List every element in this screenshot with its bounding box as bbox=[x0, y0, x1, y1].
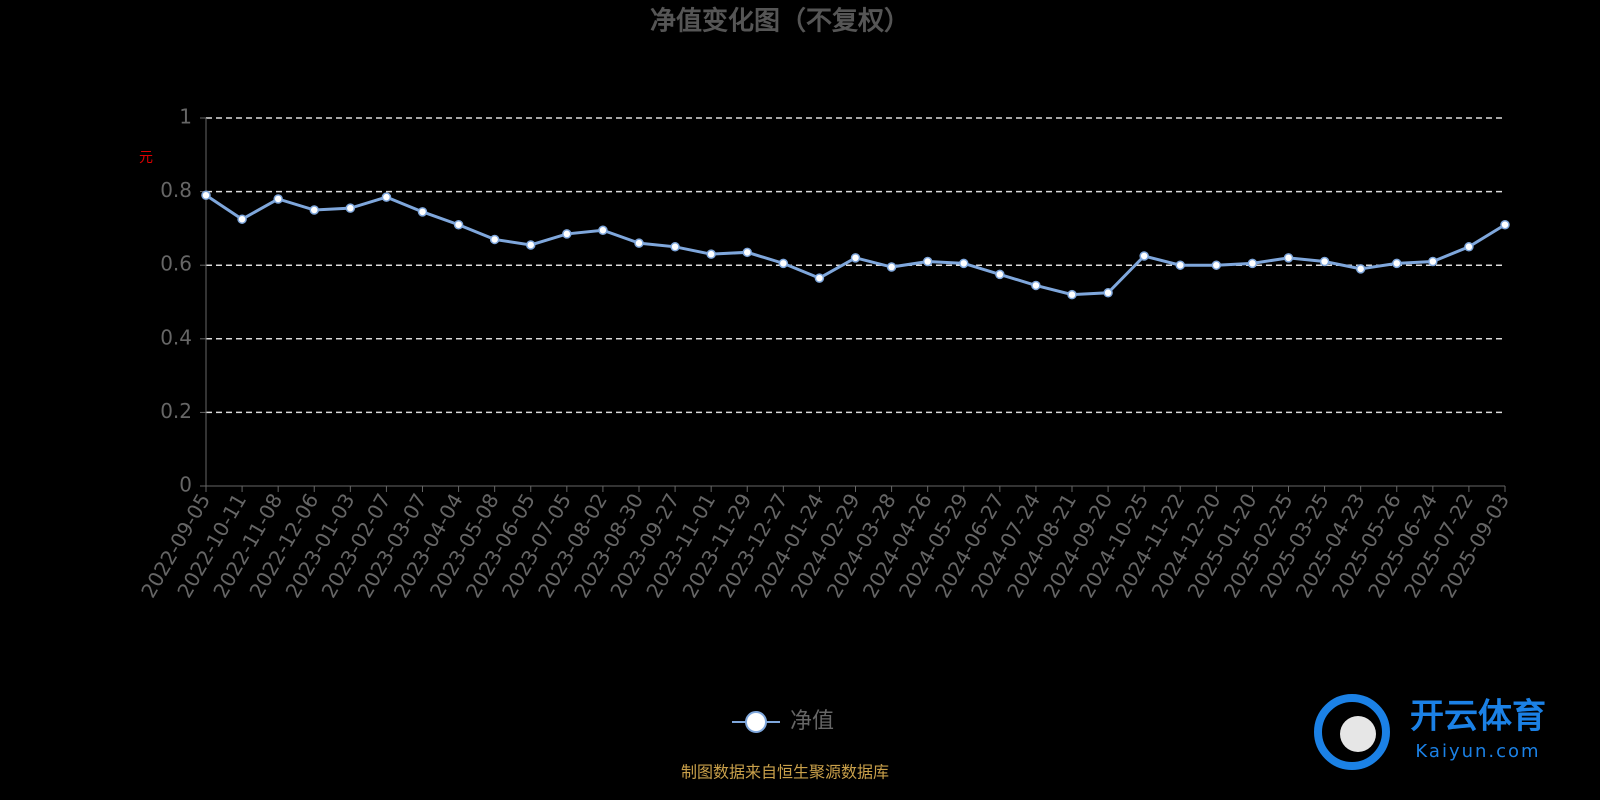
data-point bbox=[1428, 256, 1438, 267]
data-point bbox=[1139, 251, 1149, 261]
data-point bbox=[1392, 258, 1402, 269]
data-point bbox=[995, 269, 1005, 280]
logo-ring bbox=[1314, 694, 1390, 770]
legend-label: 净值 bbox=[790, 709, 834, 734]
data-point bbox=[959, 258, 969, 269]
y-tick-label: 0.8 bbox=[160, 178, 192, 202]
data-point bbox=[850, 253, 861, 263]
data-point bbox=[670, 242, 680, 252]
data-point bbox=[273, 194, 283, 204]
y-tick-label: 1 bbox=[179, 105, 192, 129]
y-tick-label: 0.2 bbox=[160, 399, 192, 423]
y-tick-label: 0 bbox=[179, 473, 192, 497]
watermark: 开云体育 Kaiyun.com bbox=[1314, 694, 1546, 770]
data-point bbox=[634, 238, 644, 248]
data-point bbox=[1355, 264, 1366, 274]
data-point bbox=[381, 192, 392, 202]
data-point bbox=[598, 225, 608, 235]
data-point bbox=[201, 190, 211, 201]
data-point bbox=[814, 273, 825, 283]
data-point bbox=[1500, 219, 1510, 230]
data-point bbox=[237, 214, 247, 224]
data-point bbox=[453, 219, 464, 230]
y-tick-label: 0.4 bbox=[160, 325, 192, 349]
data-point bbox=[1067, 289, 1077, 300]
data-point bbox=[1464, 242, 1474, 252]
data-point bbox=[489, 234, 500, 245]
y-axis-label: 元 bbox=[139, 150, 153, 166]
data-point bbox=[1031, 280, 1041, 291]
data-point bbox=[742, 247, 752, 258]
watermark-site: Kaiyun.com bbox=[1415, 741, 1540, 762]
data-point bbox=[562, 229, 572, 239]
data-point bbox=[417, 207, 428, 217]
data-point bbox=[1319, 256, 1330, 267]
data-point bbox=[886, 262, 897, 272]
chart-title: 净值变化图（不复权） bbox=[650, 6, 910, 37]
legend-marker bbox=[745, 711, 767, 733]
data-point bbox=[526, 240, 536, 250]
source-note: 制图数据来自恒生聚源数据库 bbox=[681, 763, 889, 782]
watermark-brand: 开云体育 bbox=[1410, 697, 1546, 737]
data-point bbox=[345, 203, 356, 213]
data-point bbox=[706, 249, 716, 259]
data-point bbox=[1103, 288, 1113, 298]
data-point bbox=[778, 258, 789, 269]
logo-ball bbox=[1340, 716, 1376, 752]
y-tick-label: 0.6 bbox=[160, 252, 192, 276]
data-point bbox=[1247, 258, 1258, 269]
data-point bbox=[309, 205, 319, 215]
data-point bbox=[922, 256, 933, 267]
data-point bbox=[1283, 253, 1294, 263]
data-point bbox=[1211, 260, 1222, 270]
data-point bbox=[1175, 260, 1185, 270]
series-line bbox=[205, 194, 1506, 297]
